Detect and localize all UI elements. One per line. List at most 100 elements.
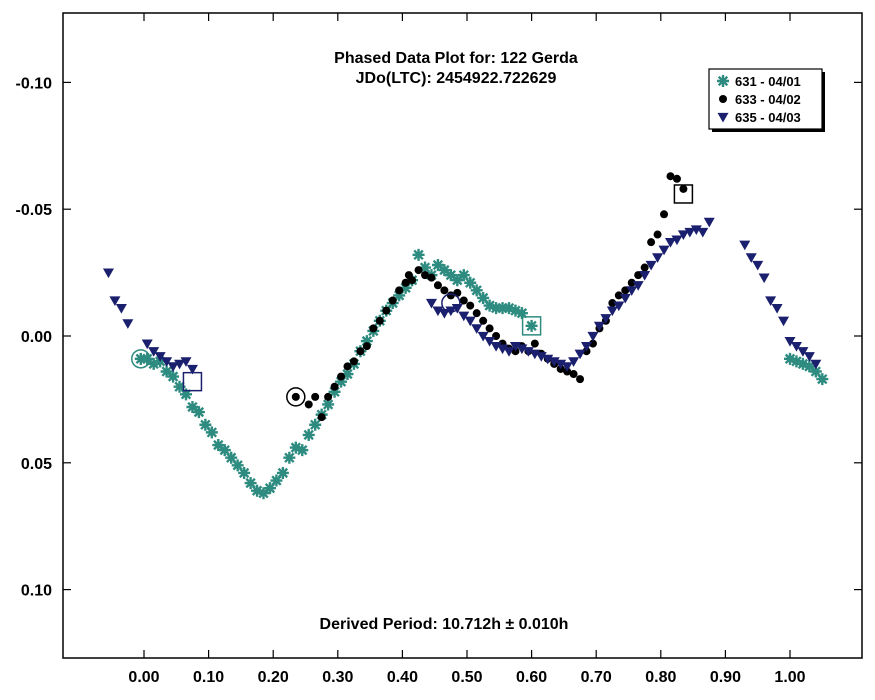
data-point-series-3 (778, 316, 790, 327)
data-point-series-3 (671, 235, 683, 246)
data-point-series-1 (335, 375, 348, 388)
data-point-series-3 (471, 324, 483, 334)
data-point-series-1 (438, 264, 451, 277)
data-point-series-1 (328, 385, 341, 398)
data-point-series-3 (503, 347, 515, 357)
data-point-series-1 (803, 360, 816, 373)
data-point-series-2 (401, 278, 410, 287)
data-point-series-3 (765, 296, 777, 306)
data-point-series-3 (739, 240, 751, 251)
data-point-series-3 (568, 357, 580, 367)
data-point-series-2 (446, 291, 455, 300)
data-point-series-3 (606, 306, 618, 317)
data-point-series-1 (309, 418, 322, 431)
data-point-series-1 (341, 368, 354, 381)
data-points (102, 172, 829, 500)
data-point-series-1 (412, 248, 425, 261)
data-point-series-3 (490, 342, 502, 352)
data-point-series-3 (771, 303, 783, 314)
x-tick-label: 0.70 (581, 669, 612, 686)
data-point-series-2 (653, 230, 662, 239)
data-point-series-1 (283, 451, 296, 464)
data-point-series-3 (555, 359, 567, 370)
highlight-circle (441, 293, 461, 313)
highlight-square (673, 184, 694, 204)
data-point-series-3 (561, 362, 573, 372)
data-point-series-3 (186, 364, 198, 375)
derived-period-label: Derived Period: 10.712h ± 0.010h (320, 616, 569, 633)
data-point-series-3 (477, 331, 489, 342)
data-point-series-1 (470, 284, 483, 297)
data-point-series-3 (161, 357, 173, 367)
data-point-series-2 (311, 392, 320, 401)
x-tick-label: 0.90 (710, 669, 741, 686)
data-point-series-1 (212, 439, 225, 452)
data-point-series-2 (576, 375, 585, 384)
data-point-series-3 (652, 253, 664, 263)
highlight-square (182, 371, 203, 392)
legend: 631 - 04/01 633 - 04/02 635 - 04/03 (708, 68, 825, 132)
data-point-series-2 (291, 392, 300, 401)
data-point-series-3 (632, 281, 644, 291)
data-point-series-2 (621, 286, 630, 295)
data-point-series-1 (141, 352, 154, 365)
data-point-series-3 (677, 230, 689, 241)
data-point-series-3 (522, 347, 534, 357)
x-tick-label: 1.00 (774, 669, 805, 686)
data-point-series-3 (784, 336, 796, 347)
data-point-series-2 (634, 271, 643, 280)
data-point-series-2 (647, 238, 656, 247)
data-point-series-3 (745, 253, 757, 263)
data-point-series-3 (803, 352, 815, 362)
data-point-series-2 (672, 174, 681, 183)
data-point-series-1 (502, 302, 515, 315)
x-tick-label: 0.40 (387, 669, 418, 686)
data-point-series-1 (244, 477, 257, 490)
data-point-series-1 (419, 261, 432, 274)
data-point-series-3 (516, 344, 528, 355)
data-point-series-1 (816, 373, 829, 386)
data-point-series-1 (173, 380, 186, 393)
data-point-series-1 (231, 459, 244, 472)
data-point-series-2 (614, 291, 623, 300)
data-point-series-2 (440, 286, 449, 295)
data-point-series-1 (431, 258, 444, 271)
data-point-series-1 (784, 352, 796, 365)
data-point-series-2 (421, 271, 430, 280)
y-tick-label: -0.10 (16, 75, 53, 92)
data-point-series-3 (154, 352, 166, 362)
data-point-series-1 (205, 426, 218, 439)
data-point-series-1 (790, 355, 803, 368)
data-point-series-1 (525, 319, 538, 332)
data-point-series-1 (509, 304, 522, 317)
data-point-series-1 (322, 398, 335, 411)
legend-label-1: 631 - 04/01 (735, 74, 801, 89)
data-point-series-1 (225, 451, 238, 464)
data-point-series-2 (485, 324, 494, 333)
data-point-series-1 (477, 291, 490, 304)
legend-marker-2 (719, 95, 727, 103)
legend-label-2: 633 - 04/02 (735, 92, 801, 107)
data-point-series-1 (167, 370, 180, 383)
data-point-series-1 (263, 482, 276, 495)
data-point-series-3 (581, 342, 593, 352)
data-point-series-1 (457, 269, 470, 282)
highlight-circle (131, 349, 151, 369)
data-point-series-3 (626, 286, 638, 296)
data-point-series-3 (509, 342, 521, 352)
legend-marker-3 (717, 112, 729, 123)
data-point-series-2 (427, 273, 436, 282)
data-point-series-1 (186, 401, 199, 414)
data-point-series-3 (658, 245, 670, 256)
data-point-series-3 (109, 296, 121, 306)
data-point-series-1 (464, 276, 477, 289)
x-tick-label: 0.10 (193, 669, 224, 686)
data-point-series-3 (535, 352, 547, 362)
highlight-markers (131, 184, 694, 407)
data-point-series-2 (362, 342, 371, 351)
data-point-series-1 (490, 302, 503, 315)
data-point-series-2 (433, 281, 442, 290)
data-point-series-3 (690, 225, 702, 235)
data-point-series-3 (600, 314, 612, 324)
data-point-series-2 (472, 309, 481, 318)
